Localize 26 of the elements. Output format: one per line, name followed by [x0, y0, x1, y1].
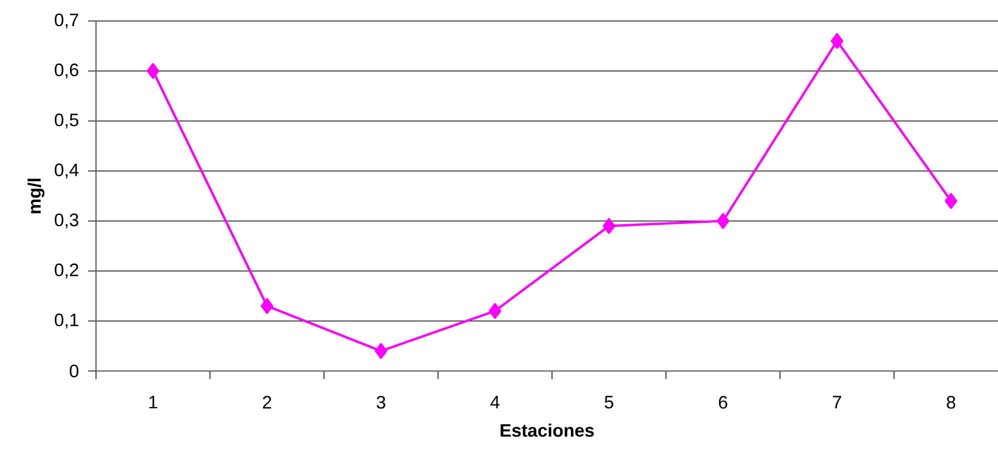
y-tick-label: 0: [70, 364, 78, 378]
x-tick-label: 5: [604, 396, 614, 408]
y-tick-label: 0,6: [54, 64, 78, 78]
x-axis-title: Estaciones: [500, 424, 594, 437]
y-axis-title: mg/l: [28, 178, 44, 214]
point: [146, 63, 160, 79]
x-tick-label: 4: [490, 396, 500, 408]
y-tick-label: 0,1: [54, 314, 78, 328]
point: [260, 298, 274, 314]
x-tick-label: 2: [262, 396, 272, 408]
point: [374, 343, 388, 359]
point: [716, 213, 730, 229]
y-tick-label: 0,3: [54, 214, 78, 228]
x-tick-label: 8: [946, 396, 956, 409]
x-tick-label: 6: [718, 396, 728, 409]
point: [944, 193, 958, 209]
y-tick-label: 0,4: [54, 164, 79, 178]
x-tick-label: 3: [376, 396, 386, 409]
x-tick-label: 7: [832, 396, 842, 408]
point: [830, 33, 844, 49]
y-tick-label: 0,2: [54, 264, 78, 278]
point: [488, 303, 502, 319]
y-tick-label: 0,7: [54, 14, 78, 28]
point: [602, 218, 616, 234]
x-tick-label: 1: [149, 396, 158, 408]
y-tick-label: 0,5: [54, 114, 78, 128]
